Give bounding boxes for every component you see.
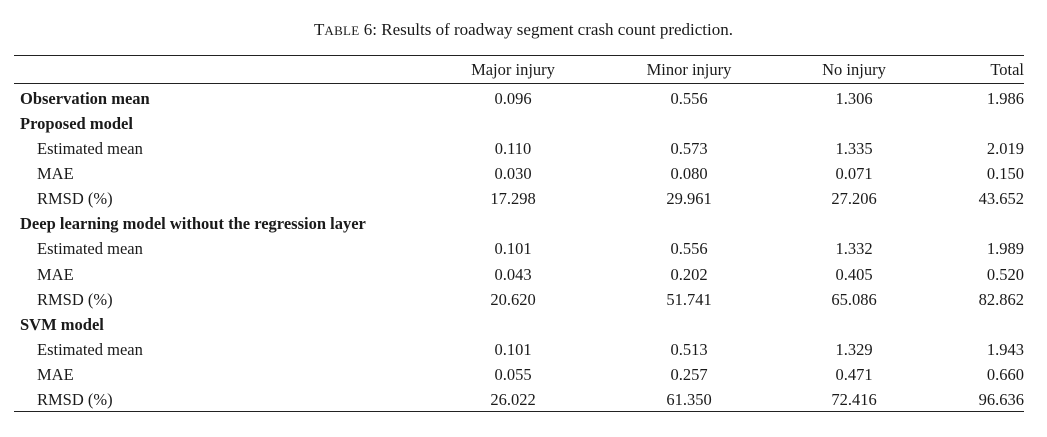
cell-no-injury: 0.071	[835, 164, 873, 184]
table-caption: TABLE 6: Results of roadway segment cras…	[0, 19, 1047, 42]
cell-total: 1.986	[986, 89, 1024, 108]
cell-major-injury: 0.096	[494, 89, 532, 108]
cell-total: 43.652	[978, 189, 1024, 209]
row-label: Estimated mean	[37, 339, 143, 359]
cell-minor-injury: 51.741	[666, 289, 712, 309]
column-header-major-injury: Major injury	[471, 60, 555, 79]
section-row-proposed-model: Proposed model	[14, 110, 1024, 135]
cell-total: 0.520	[986, 264, 1024, 284]
caption-label-initial: T	[314, 20, 325, 39]
cell-total: 82.862	[978, 289, 1024, 309]
cell-minor-injury: 0.556	[670, 89, 708, 108]
cell-major-injury: 17.298	[490, 189, 536, 209]
row-label: RMSD (%)	[37, 390, 113, 410]
caption-text: Results of roadway segment crash count p…	[377, 20, 733, 39]
cell-no-injury: 1.335	[835, 139, 873, 159]
row-label: RMSD (%)	[37, 189, 113, 209]
row-label: MAE	[37, 264, 74, 284]
cell-minor-injury: 0.080	[670, 164, 708, 184]
cell-total: 2.019	[986, 139, 1024, 159]
cell-minor-injury: 0.202	[670, 264, 708, 284]
cell-minor-injury: 0.573	[670, 139, 708, 159]
cell-no-injury: 27.206	[831, 189, 877, 209]
cell-no-injury: 0.471	[835, 364, 873, 384]
cell-major-injury: 0.030	[494, 164, 532, 184]
row-label: Estimated mean	[37, 239, 143, 259]
cell-no-injury: 1.332	[835, 239, 873, 259]
cell-no-injury: 1.329	[835, 339, 873, 359]
caption-number: 6:	[359, 20, 378, 39]
cell-major-injury: 0.101	[494, 339, 532, 359]
cell-major-injury: 0.043	[494, 264, 532, 284]
column-header-minor-injury: Minor injury	[646, 60, 732, 79]
row-label: MAE	[37, 164, 74, 184]
row-label: MAE	[37, 364, 74, 384]
caption-label-smallcaps: ABLE	[324, 23, 360, 38]
table-row: MAE 0.055 0.257 0.471 0.660	[14, 361, 1024, 386]
table-row: Estimated mean 0.101 0.513 1.329 1.943	[14, 336, 1024, 361]
section-row-deep-learning-model: Deep learning model without the regressi…	[14, 210, 1024, 235]
row-label: Observation mean	[20, 89, 150, 108]
cell-total: 96.636	[978, 390, 1024, 410]
table-row: MAE 0.030 0.080 0.071 0.150	[14, 160, 1024, 185]
table-row: MAE 0.043 0.202 0.405 0.520	[14, 261, 1024, 286]
table-row: RMSD (%) 26.022 61.350 72.416 96.636	[14, 386, 1024, 411]
section-label: Proposed model	[20, 114, 133, 133]
row-label: Estimated mean	[37, 139, 143, 159]
cell-major-injury: 0.101	[494, 239, 532, 259]
row-label: RMSD (%)	[37, 289, 113, 309]
section-label: Deep learning model without the regressi…	[20, 214, 366, 234]
table-row: Observation mean 0.096 0.556 1.306 1.986	[14, 85, 1024, 110]
cell-no-injury: 1.306	[835, 89, 873, 108]
cell-no-injury: 0.405	[835, 264, 873, 284]
cell-major-injury: 0.055	[494, 364, 532, 384]
section-label: SVM model	[20, 314, 104, 334]
cell-minor-injury: 0.257	[670, 364, 708, 384]
section-row-svm-model: SVM model	[14, 311, 1024, 336]
cell-minor-injury: 0.513	[670, 339, 708, 359]
table-row: Estimated mean 0.101 0.556 1.332 1.989	[14, 235, 1024, 260]
cell-major-injury: 0.110	[494, 139, 532, 159]
cell-total: 0.150	[986, 164, 1024, 184]
column-header-total: Total	[990, 60, 1024, 79]
cell-minor-injury: 61.350	[666, 390, 712, 410]
cell-total: 1.943	[986, 339, 1024, 359]
table-row: Estimated mean 0.110 0.573 1.335 2.019	[14, 135, 1024, 160]
cell-major-injury: 20.620	[490, 289, 536, 309]
cell-total: 1.989	[986, 239, 1024, 259]
cell-minor-injury: 0.556	[670, 239, 708, 259]
table-header-row: Major injury Minor injury No injury Tota…	[14, 56, 1024, 84]
cell-no-injury: 72.416	[831, 390, 877, 410]
cell-major-injury: 26.022	[490, 390, 536, 410]
cell-no-injury: 65.086	[831, 289, 877, 309]
cell-total: 0.660	[986, 364, 1024, 384]
table-row: RMSD (%) 17.298 29.961 27.206 43.652	[14, 185, 1024, 210]
table-row: RMSD (%) 20.620 51.741 65.086 82.862	[14, 286, 1024, 311]
cell-minor-injury: 29.961	[666, 189, 712, 209]
column-header-no-injury: No injury	[822, 60, 886, 79]
results-table: Major injury Minor injury No injury Tota…	[14, 55, 1024, 413]
